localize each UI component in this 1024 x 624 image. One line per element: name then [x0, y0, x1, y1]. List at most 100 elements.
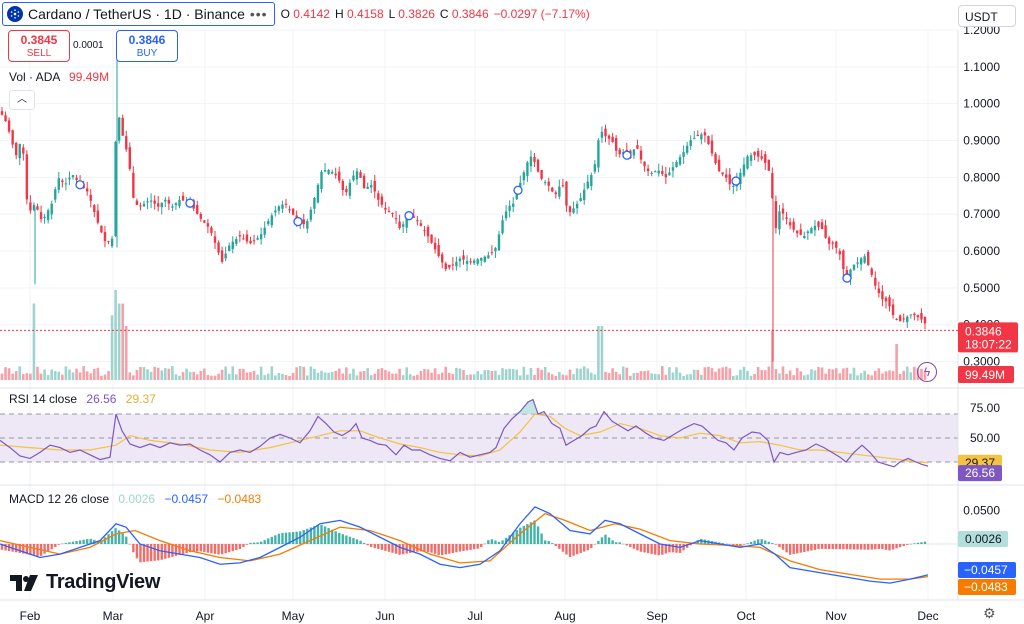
candle-body [277, 206, 281, 211]
macd-hist-bar [462, 544, 465, 551]
macd-hist-bar [78, 540, 82, 544]
volume-bar [611, 368, 614, 380]
macd-hist-bar [565, 544, 568, 555]
settings-gear-icon[interactable]: ⚙ [983, 605, 996, 621]
event-marker [731, 176, 741, 186]
volume-bar [401, 375, 405, 380]
volume-bar [522, 366, 526, 380]
volume-bar [156, 367, 160, 380]
candle-body [412, 216, 415, 218]
time-tick-label: Oct [737, 609, 756, 623]
candle-body [813, 225, 817, 231]
volume-bar [188, 372, 192, 380]
candle-body [181, 195, 185, 201]
candle-body [235, 239, 238, 244]
candle-body [100, 225, 103, 233]
macd-hist-bar [810, 544, 813, 551]
macd-hist-bar [412, 544, 415, 553]
more-options-icon[interactable]: ••• [249, 6, 268, 22]
volume-bar [827, 368, 831, 380]
macd-hist-bar [274, 535, 277, 544]
candle-body [611, 136, 614, 142]
macd-hist-bar [920, 542, 923, 544]
candle-body [71, 175, 75, 178]
volume-bar [625, 367, 629, 380]
candle-body [799, 229, 802, 235]
candle-body [54, 189, 57, 200]
candle-body [707, 136, 710, 145]
currency-selector[interactable]: USDT [958, 5, 1016, 27]
rsi-legend[interactable]: RSI 14 close 26.56 29.37 [9, 392, 156, 406]
macd-hist-bar [128, 544, 131, 545]
candle-body [203, 220, 206, 223]
candle-body [728, 174, 731, 185]
symbol-selector[interactable]: Cardano / TetherUS · 1D · Binance ••• [2, 2, 275, 26]
candle-body [746, 156, 749, 169]
candle-body [309, 209, 313, 220]
macd-hist-bar [327, 528, 330, 544]
buy-button[interactable]: 0.3846 BUY [116, 30, 178, 62]
candle-body [916, 315, 920, 318]
volume-bar [53, 371, 57, 380]
volume-bar [458, 368, 462, 380]
macd-hist-bar [519, 527, 522, 544]
symbol-title[interactable]: Cardano / TetherUS · 1D · Binance [28, 6, 245, 22]
volume-bar [68, 369, 71, 380]
candle-body [149, 200, 153, 202]
volume-bar [511, 368, 515, 380]
macd-hist-bar [178, 544, 181, 555]
macd-hist-bar [551, 543, 554, 544]
candle-body [359, 172, 362, 178]
candle-body [891, 304, 895, 316]
macd-legend-label: MACD 12 26 close [9, 492, 110, 506]
tradingview-logo[interactable]: TradingView [10, 571, 160, 594]
macd-hist-bar [458, 544, 462, 552]
macd-hist-bar [898, 544, 902, 548]
candle-body [614, 138, 618, 151]
macd-hist-bar [370, 544, 373, 548]
countdown-label: 18:07:22 [965, 337, 1012, 351]
candle-body [64, 183, 68, 185]
candle-body [725, 174, 728, 178]
volume-bar [533, 375, 536, 380]
volume-bar [582, 366, 586, 380]
sell-label: SELL [26, 48, 52, 59]
candle-body [739, 172, 742, 185]
sell-button[interactable]: 0.3845 SELL [8, 30, 70, 62]
macd-hist-bar [767, 541, 770, 544]
candles[interactable] [0, 44, 927, 362]
candle-body [125, 136, 128, 150]
candle-body [529, 156, 533, 166]
volume-bar [724, 366, 728, 380]
macd-hist-bar [859, 544, 863, 550]
macd-legend[interactable]: MACD 12 26 close 0.0026 −0.0457 −0.0483 [9, 492, 261, 506]
volume-bar [508, 368, 511, 380]
macd-hist-bar [362, 542, 366, 544]
volume-legend[interactable]: Vol · ADA 99.49M [9, 70, 109, 84]
volume-bar [799, 371, 803, 380]
macd-hist-bar [338, 532, 341, 544]
macd-hist-bar [881, 544, 884, 550]
candle-body [646, 168, 650, 172]
volume-bar [298, 366, 302, 380]
event-markers[interactable] [75, 150, 852, 283]
rsi-tick-label: 75.00 [970, 401, 1000, 415]
volume-bar [771, 330, 774, 380]
macd-hist-bar [0, 544, 4, 550]
macd-hist-bar [483, 543, 486, 545]
candle-body [103, 232, 107, 242]
collapse-legend-button[interactable]: ︿ [9, 90, 35, 110]
macd-hist-bar [384, 544, 387, 551]
candle-body [416, 220, 419, 222]
volume-bar [114, 290, 117, 380]
lightning-icon[interactable]: ϟ [917, 362, 937, 382]
volume-bar [763, 370, 767, 380]
volume-bar [266, 373, 270, 380]
macd-hist-bar [125, 536, 128, 544]
macd-hist-bar [590, 544, 593, 549]
volume-bar [181, 372, 185, 380]
macd-hist-bar [203, 544, 206, 552]
macd-hist-bar [320, 524, 323, 544]
candle-body [469, 261, 472, 263]
